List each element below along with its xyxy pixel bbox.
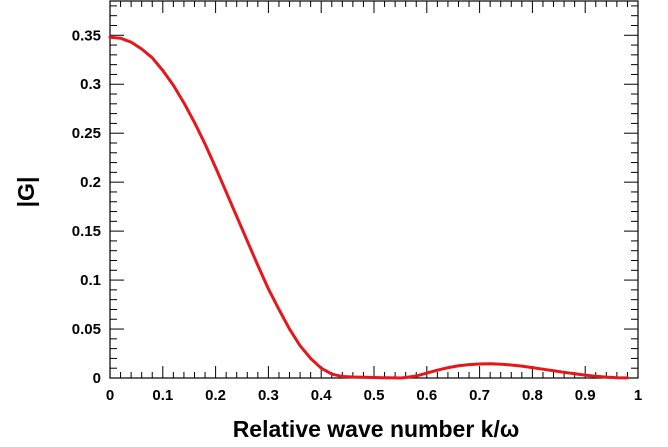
y-tick-label: 0.1 (80, 272, 101, 289)
x-tick-label: 0.8 (522, 387, 543, 404)
y-tick-label: 0.25 (72, 125, 101, 142)
y-tick-label: 0.05 (72, 321, 101, 338)
x-tick-label: 0.7 (469, 387, 490, 404)
y-tick-label: 0.35 (72, 27, 101, 44)
plot-frame (109, 0, 639, 379)
y-tick-label: 0 (93, 370, 101, 387)
y-axis-title: |G| (13, 177, 39, 208)
x-tick-label: 0.4 (311, 387, 333, 404)
x-tick-label: 0.9 (575, 387, 596, 404)
x-tick-label: 0.1 (152, 387, 173, 404)
y-tick-label: 0.3 (80, 76, 101, 93)
x-tick-label: 0.3 (258, 387, 279, 404)
series-line (108, 35, 629, 380)
y-axis: 0 0.05 0.1 0.15 0.2 0.25 0.3 0.35 (72, 5, 638, 387)
y-tick-label: 0.15 (72, 223, 101, 240)
x-axis: 0 0.1 0.2 0.3 0.4 0.5 0.6 0.7 0.8 0.9 1 (106, 1, 642, 404)
x-tick-label: 0 (106, 387, 114, 404)
x-tick-label: 1 (634, 387, 642, 404)
y-tick-label: 0.2 (80, 174, 101, 191)
x-tick-label: 0.5 (364, 387, 385, 404)
x-tick-label: 0.6 (416, 387, 437, 404)
x-tick-label: 0.2 (205, 387, 226, 404)
x-axis-title: Relative wave number k/ω (233, 416, 520, 442)
